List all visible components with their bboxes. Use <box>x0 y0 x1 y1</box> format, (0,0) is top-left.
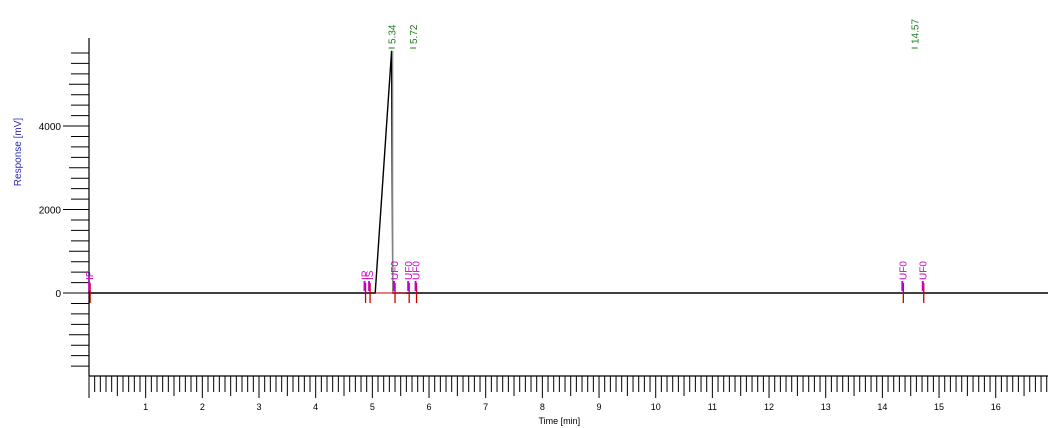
x-tick-label: 5 <box>370 402 375 412</box>
y-tick-label: 2000 <box>39 206 62 217</box>
marker-label: UF0 <box>898 261 909 280</box>
x-tick-label: 12 <box>764 402 774 412</box>
x-tick-label: 8 <box>540 402 545 412</box>
marker-label: UF0 <box>412 261 423 280</box>
marker-label: UF0 <box>919 261 930 280</box>
x-tick-label: 13 <box>821 402 831 412</box>
x-axis-label: Time [min] <box>539 416 581 426</box>
trace-layer <box>89 50 1048 294</box>
y-tick-label: 0 <box>55 289 61 300</box>
x-tick-label: 11 <box>708 402 717 412</box>
x-tick-label: 6 <box>427 402 432 412</box>
x-tick-label: 10 <box>651 402 661 412</box>
chromatogram-trace <box>89 50 1048 294</box>
marker-label: UF0 <box>390 261 401 280</box>
x-tick-label: 7 <box>483 402 488 412</box>
peak-label: 5.72 <box>409 24 420 44</box>
x-tick-label: 1 <box>143 402 148 412</box>
marker-label: IP <box>361 270 372 280</box>
x-tick-label: 16 <box>991 402 1001 412</box>
y-tick-label: 4000 <box>39 122 62 133</box>
y-axis-label: Response [mV] <box>13 118 24 187</box>
peak-label: 14.57 <box>911 19 922 44</box>
x-tick-label: 15 <box>934 402 944 412</box>
marker-label: UF0 <box>404 261 415 280</box>
peak-label: 5.34 <box>388 24 399 44</box>
marker-label: IS <box>365 270 376 280</box>
x-tick-label: 3 <box>257 402 262 412</box>
x-tick-label: 4 <box>313 402 318 412</box>
x-tick-label: 2 <box>200 402 205 412</box>
marker-label: IP <box>85 270 96 280</box>
x-tick-label: 14 <box>877 402 887 412</box>
axes-layer <box>63 38 1048 398</box>
x-tick-label: 9 <box>597 402 602 412</box>
